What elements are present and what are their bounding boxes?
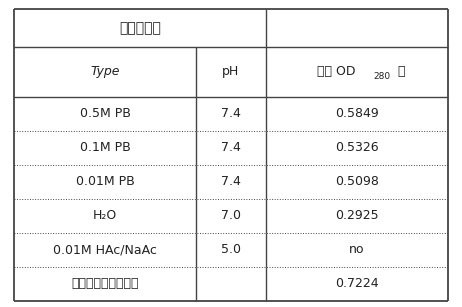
Text: 0.01M HAc/NaAc: 0.01M HAc/NaAc xyxy=(53,243,157,256)
Text: 0.5098: 0.5098 xyxy=(335,175,379,188)
Text: H₂O: H₂O xyxy=(93,209,117,222)
Text: 値: 値 xyxy=(397,65,405,78)
Text: 0.5M PB: 0.5M PB xyxy=(79,107,130,120)
Text: 0.5326: 0.5326 xyxy=(335,141,379,154)
Text: 7.4: 7.4 xyxy=(221,141,241,154)
Text: 0.01M PB: 0.01M PB xyxy=(76,175,134,188)
Text: 280: 280 xyxy=(374,72,391,81)
Text: 对照组（抗体溶液）: 对照组（抗体溶液） xyxy=(71,277,139,290)
Text: no: no xyxy=(349,243,365,256)
Text: 7.0: 7.0 xyxy=(221,209,241,222)
Text: 0.5849: 0.5849 xyxy=(335,107,379,120)
Text: 7.4: 7.4 xyxy=(221,107,241,120)
Text: 0.1M PB: 0.1M PB xyxy=(79,141,130,154)
Text: 偶联缓冲液: 偶联缓冲液 xyxy=(119,21,161,35)
Text: pH: pH xyxy=(222,65,240,78)
Text: Type: Type xyxy=(90,65,120,78)
Text: 7.4: 7.4 xyxy=(221,175,241,188)
Text: 0.7224: 0.7224 xyxy=(335,277,379,290)
Text: 0.2925: 0.2925 xyxy=(335,209,379,222)
Text: 上清 OD: 上清 OD xyxy=(317,65,355,78)
Text: 5.0: 5.0 xyxy=(221,243,241,256)
